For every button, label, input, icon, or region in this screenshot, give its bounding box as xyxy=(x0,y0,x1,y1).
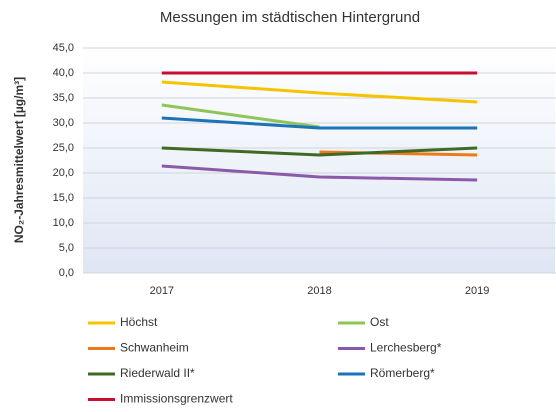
legend-label: Lerchesberg* xyxy=(370,341,442,355)
y-tick-label: 5,0 xyxy=(59,242,74,254)
y-tick-label: 0,0 xyxy=(59,267,74,279)
y-tick-label: 35,0 xyxy=(53,92,74,104)
plot-area xyxy=(83,48,555,273)
x-tick-label: 2017 xyxy=(150,285,174,297)
chart-title: Messungen im städtischen Hintergrund xyxy=(160,9,420,26)
y-tick-label: 15,0 xyxy=(53,192,74,204)
legend-label: Schwanheim xyxy=(120,341,189,355)
legend-label: Immissionsgrenzwert xyxy=(120,392,233,406)
legend-label: Ost xyxy=(370,315,389,329)
legend-label: Römerberg* xyxy=(370,366,435,380)
y-tick-label: 10,0 xyxy=(53,217,74,229)
series-line xyxy=(161,116,478,130)
series-line xyxy=(161,103,320,129)
series-line xyxy=(161,80,478,104)
series-line xyxy=(161,146,478,157)
y-axis-label: NO₂-Jahresmittelwert [µg/m³] xyxy=(12,77,26,243)
y-tick-label: 40,0 xyxy=(53,67,74,79)
y-tick-label: 30,0 xyxy=(53,117,74,129)
legend-label: Riederwald II* xyxy=(120,366,195,380)
y-tick-label: 20,0 xyxy=(53,167,74,179)
x-tick-label: 2018 xyxy=(307,285,331,297)
legend-label: Höchst xyxy=(120,315,158,329)
x-tick-label: 2019 xyxy=(465,285,489,297)
y-tick-label: 45,0 xyxy=(53,42,74,54)
series-line xyxy=(161,164,478,182)
y-tick-label: 25,0 xyxy=(53,142,74,154)
